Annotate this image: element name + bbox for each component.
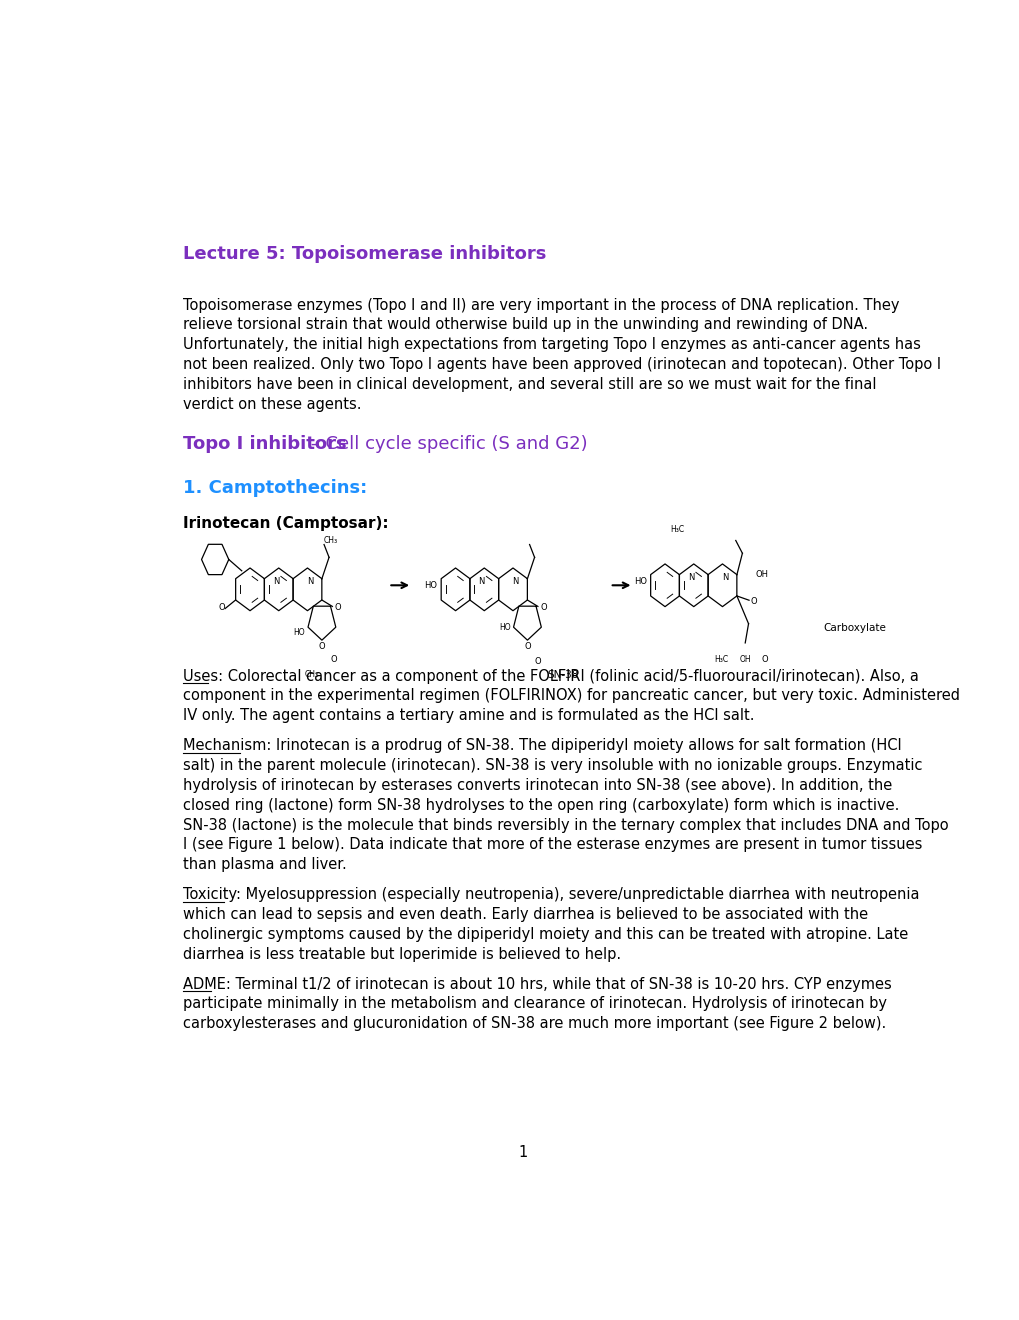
- Text: than plasma and liver.: than plasma and liver.: [182, 857, 346, 873]
- Text: IV only. The agent contains a tertiary amine and is formulated as the HCl salt.: IV only. The agent contains a tertiary a…: [182, 709, 754, 723]
- Text: inhibitors have been in clinical development, and several still are so we must w: inhibitors have been in clinical develop…: [182, 378, 875, 392]
- Text: relieve torsional strain that would otherwise build up in the unwinding and rewi: relieve torsional strain that would othe…: [182, 318, 867, 333]
- Text: N: N: [721, 573, 728, 582]
- Text: closed ring (lactone) form SN-38 hydrolyses to the open ring (carboxylate) form : closed ring (lactone) form SN-38 hydroly…: [182, 797, 899, 813]
- Text: Topoisomerase enzymes (Topo I and II) are very important in the process of DNA r: Topoisomerase enzymes (Topo I and II) ar…: [182, 297, 899, 313]
- Text: SN-38: SN-38: [547, 669, 578, 680]
- Text: O: O: [534, 657, 540, 667]
- Text: HO: HO: [293, 627, 305, 636]
- Text: Carboxylate: Carboxylate: [822, 623, 886, 634]
- Text: carboxylesterases and glucuronidation of SN-38 are much more important (see Figu: carboxylesterases and glucuronidation of…: [182, 1016, 886, 1031]
- Text: H₃C: H₃C: [713, 656, 728, 664]
- Text: Toxicity: Myelosuppression (especially neutropenia), severe/unpredictable diarrh: Toxicity: Myelosuppression (especially n…: [182, 887, 918, 902]
- Text: Uses: Colorectal cancer as a component of the FOLFIRI (folinic acid/5-fluorourac: Uses: Colorectal cancer as a component o…: [182, 669, 918, 684]
- Text: Irinotecan (Camptosar):: Irinotecan (Camptosar):: [182, 516, 388, 531]
- Text: SN-38 (lactone) is the molecule that binds reversibly in the ternary complex tha: SN-38 (lactone) is the molecule that bin…: [182, 817, 948, 833]
- Text: CH₃: CH₃: [324, 536, 338, 545]
- Text: N: N: [512, 577, 519, 586]
- Text: Lecture 5: Topoisomerase inhibitors: Lecture 5: Topoisomerase inhibitors: [182, 244, 546, 263]
- Text: HO: HO: [633, 577, 646, 586]
- Text: N: N: [478, 577, 484, 586]
- Text: verdict on these agents.: verdict on these agents.: [182, 397, 361, 412]
- Text: participate minimally in the metabolism and clearance of irinotecan. Hydrolysis : participate minimally in the metabolism …: [182, 997, 886, 1011]
- Text: H₃C: H₃C: [669, 525, 684, 535]
- Text: O: O: [318, 643, 325, 652]
- Text: N: N: [273, 577, 279, 586]
- Text: O: O: [761, 656, 767, 664]
- Text: 1: 1: [518, 1144, 527, 1160]
- Text: cholinergic symptoms caused by the dipiperidyl moiety and this can be treated wi: cholinergic symptoms caused by the dipip…: [182, 927, 907, 941]
- Text: HO: HO: [424, 581, 437, 590]
- Text: HO: HO: [498, 623, 511, 632]
- Text: N: N: [307, 577, 313, 586]
- Text: diarrhea is less treatable but loperimide is believed to help.: diarrhea is less treatable but loperimid…: [182, 946, 621, 961]
- Text: ADME: Terminal t1/2 of irinotecan is about 10 hrs, while that of SN-38 is 10-20 : ADME: Terminal t1/2 of irinotecan is abo…: [182, 977, 891, 991]
- Text: O: O: [524, 643, 530, 652]
- Text: O: O: [540, 603, 546, 612]
- Text: – Cell cycle specific (S and G2): – Cell cycle specific (S and G2): [305, 434, 587, 453]
- Text: Topo I inhibitors: Topo I inhibitors: [182, 434, 346, 453]
- Text: O: O: [218, 603, 225, 612]
- Text: component in the experimental regimen (FOLFIRINOX) for pancreatic cancer, but ve: component in the experimental regimen (F…: [182, 689, 959, 704]
- Text: O: O: [330, 655, 336, 664]
- Text: O: O: [334, 603, 341, 612]
- Text: not been realized. Only two Topo I agents have been approved (irinotecan and top: not been realized. Only two Topo I agent…: [182, 358, 941, 372]
- Text: hydrolysis of irinotecan by esterases converts irinotecan into SN-38 (see above): hydrolysis of irinotecan by esterases co…: [182, 777, 892, 793]
- Text: N: N: [688, 573, 694, 582]
- Text: which can lead to sepsis and even death. Early diarrhea is believed to be associ: which can lead to sepsis and even death.…: [182, 907, 867, 921]
- Text: I (see Figure 1 below). Data indicate that more of the esterase enzymes are pres: I (see Figure 1 below). Data indicate th…: [182, 837, 921, 853]
- Text: O: O: [750, 597, 756, 606]
- Text: 1. Camptothecins:: 1. Camptothecins:: [182, 479, 367, 496]
- Text: Unfortunately, the initial high expectations from targeting Topo I enzymes as an: Unfortunately, the initial high expectat…: [182, 338, 920, 352]
- Text: salt) in the parent molecule (irinotecan). SN-38 is very insoluble with no ioniz: salt) in the parent molecule (irinotecan…: [182, 758, 921, 774]
- Text: OH: OH: [739, 656, 750, 664]
- Text: OH: OH: [755, 570, 768, 579]
- Text: CH₃: CH₃: [305, 671, 319, 680]
- Text: Mechanism: Irinotecan is a prodrug of SN-38. The dipiperidyl moiety allows for s: Mechanism: Irinotecan is a prodrug of SN…: [182, 738, 901, 754]
